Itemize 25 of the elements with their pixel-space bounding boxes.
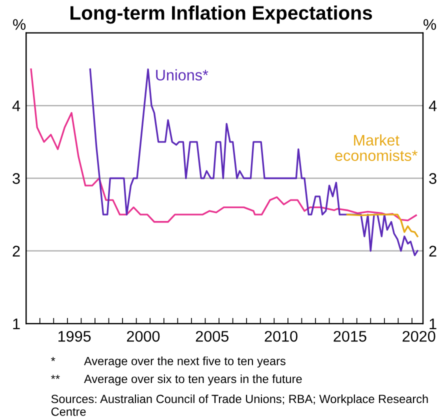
x-tick-label: 2000	[127, 330, 160, 342]
text: ** Average over six to ten years in the future	[51, 374, 302, 386]
y-tick-label: 2	[12, 246, 20, 256]
y-axis-title: %	[13, 19, 26, 30]
x-tick-label: 1995	[58, 330, 91, 342]
y-tick-label: 3	[12, 173, 20, 184]
text: * Average over the next five to ten years	[51, 356, 286, 368]
x-tick-label: 2015	[334, 330, 366, 342]
x-tick-label: 2010	[264, 330, 298, 342]
series-label: Unions*	[156, 69, 208, 80]
line-series	[89, 68, 418, 256]
y-tick-label: 4	[12, 100, 20, 112]
y-tick-label: 1	[13, 318, 20, 330]
source-note: Sources: Australian Council of Trade Unions; RBA; Workplace Research Centre	[51, 394, 428, 416]
x-tick-label: 2005	[196, 330, 228, 342]
x-tick-label: 2020	[402, 330, 436, 342]
line-series	[346, 214, 418, 238]
y2-tick-label: 1	[430, 318, 436, 330]
text: Market economists*	[335, 134, 418, 161]
line-series	[30, 68, 417, 223]
y2-tick-label: 3	[429, 173, 436, 184]
y2-axis-title: %	[424, 19, 436, 30]
chart-title: Long-term Inflation Expectations	[70, 5, 372, 24]
y2-tick-label: 2	[429, 246, 436, 256]
y2-tick-label: 4	[428, 100, 437, 112]
